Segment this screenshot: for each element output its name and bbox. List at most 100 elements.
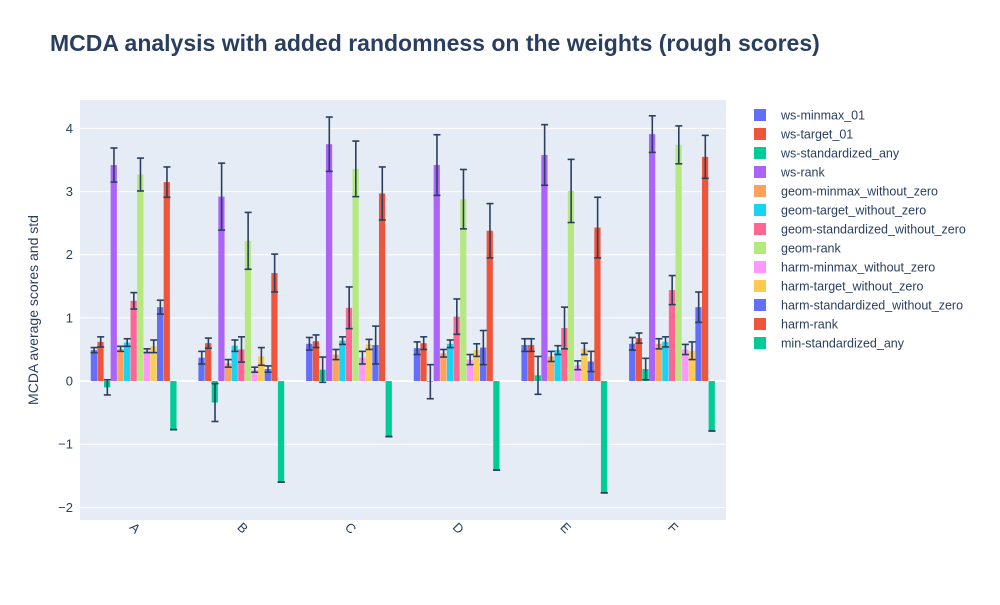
legend-item[interactable]: geom-target_without_zero [754,204,926,218]
legend-label: ws-rank [780,166,826,180]
error-bar [527,337,535,353]
error-bar [642,357,650,381]
legend-swatch [754,223,766,235]
legend-item[interactable]: harm-target_without_zero [754,280,923,294]
error-bar [567,158,575,224]
bar [277,381,285,483]
bar [695,307,702,382]
error-bar [580,342,588,356]
legend-swatch [754,299,766,311]
bar [332,354,339,382]
error-bar [648,114,656,154]
error-bar [345,286,353,330]
legend-label: ws-minmax_01 [780,109,865,123]
legend-item[interactable]: harm-minmax_without_zero [754,261,935,275]
error-bar [257,346,265,367]
bar [218,196,225,382]
legend-label: harm-rank [781,318,839,332]
error-bar [312,334,320,349]
error-bar [628,336,636,351]
bar [251,369,258,382]
error-bar [701,134,709,180]
legend-item[interactable]: ws-target_01 [754,128,853,142]
bar [365,344,372,382]
x-tick-label: D [450,520,467,537]
legend-swatch [754,337,766,349]
y-tick-label: 2 [66,247,73,262]
legend-item[interactable]: harm-standardized_without_zero [754,299,963,313]
legend-swatch [754,185,766,197]
bar [420,343,427,382]
bar [466,359,473,382]
bar [655,343,662,382]
error-bar [466,353,474,366]
legend-label: geom-target_without_zero [781,204,926,218]
legend-item[interactable]: ws-minmax_01 [754,109,865,123]
error-bar [675,125,683,165]
error-bar [440,348,448,358]
error-bar [554,344,562,356]
legend-item[interactable]: ws-rank [754,166,826,180]
error-bar [332,348,340,361]
error-bar [305,336,313,351]
bar [574,365,581,382]
error-bar [224,358,232,368]
legend-item[interactable]: geom-standardized_without_zero [754,223,966,237]
bar [130,300,137,382]
legend-swatch [754,261,766,273]
bar [258,356,265,382]
error-bar [352,140,360,198]
bar [554,350,561,382]
legend-swatch [754,318,766,330]
bars [90,134,715,493]
error-bar [244,211,252,271]
legend-label: harm-standardized_without_zero [781,299,963,313]
bar [662,341,669,382]
error-bar [695,291,703,324]
chart-title: MCDA analysis with added randomness on t… [50,30,820,56]
legend-item[interactable]: geom-rank [754,242,841,256]
bar [446,343,454,382]
error-bar [594,196,602,259]
bar [325,144,333,382]
legend-label: geom-minmax_without_zero [781,185,938,199]
error-bar [662,336,670,348]
legend-item[interactable]: geom-minmax_without_zero [754,185,938,199]
bar [594,227,601,382]
legend-swatch [754,109,766,121]
bar [668,290,676,382]
bar [90,350,97,382]
x-tick-label: B [234,520,251,537]
x-axis-ticks: A B C D E F [127,520,682,537]
bar [339,340,346,382]
bar [675,144,682,382]
bar [170,381,177,430]
bar [378,193,386,382]
y-tick-label: 0 [66,374,73,389]
y-tick-label: −2 [58,500,73,515]
error-bar [163,166,171,199]
bar [440,353,447,382]
bar [110,165,117,382]
y-axis-ticks: −2 −1 0 1 2 3 4 [58,121,73,515]
bar [413,348,420,382]
bar [224,363,232,382]
error-bar [325,116,333,173]
legend-item[interactable]: harm-rank [754,318,839,332]
bar [312,341,319,382]
legend-item[interactable]: ws-standardized_any [754,147,900,161]
error-bar [198,350,206,365]
error-bar [117,345,125,353]
bar [385,381,392,437]
bar [493,381,500,471]
legend-item[interactable]: min-standardized_any [754,337,905,351]
error-bar [378,166,386,221]
bar [453,316,460,382]
y-tick-label: −1 [58,437,73,452]
error-bar [156,299,164,315]
legend-label: harm-target_without_zero [781,280,923,294]
error-bar [521,337,529,353]
error-bar [413,341,421,356]
error-bar [319,356,327,384]
bar [123,342,131,382]
